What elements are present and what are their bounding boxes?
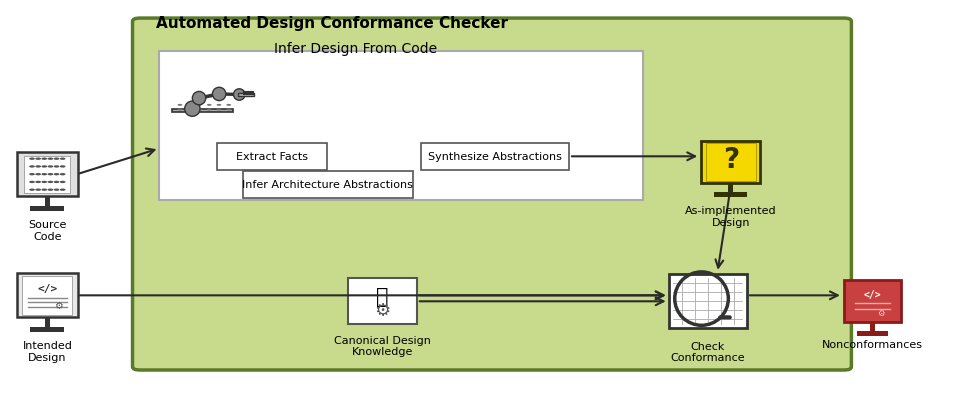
Circle shape <box>54 181 60 183</box>
FancyBboxPatch shape <box>348 278 417 324</box>
Text: ?: ? <box>723 146 739 174</box>
Text: ⚙: ⚙ <box>374 302 391 320</box>
Text: Source
Code: Source Code <box>28 220 66 242</box>
Text: Synthesize Abstractions: Synthesize Abstractions <box>428 152 562 162</box>
FancyBboxPatch shape <box>870 322 875 331</box>
Circle shape <box>60 173 65 175</box>
Ellipse shape <box>192 92 205 105</box>
FancyBboxPatch shape <box>172 109 232 112</box>
Circle shape <box>187 109 192 111</box>
FancyBboxPatch shape <box>420 143 569 170</box>
Circle shape <box>206 109 211 111</box>
Text: Nonconformances: Nonconformances <box>822 340 923 350</box>
Circle shape <box>197 104 202 106</box>
Circle shape <box>54 173 60 175</box>
Circle shape <box>36 188 41 191</box>
FancyBboxPatch shape <box>243 171 413 198</box>
Circle shape <box>41 181 47 183</box>
Circle shape <box>29 188 35 191</box>
Ellipse shape <box>184 101 200 116</box>
Circle shape <box>60 158 65 160</box>
FancyBboxPatch shape <box>159 51 643 200</box>
Circle shape <box>60 181 65 183</box>
Circle shape <box>36 165 41 168</box>
Ellipse shape <box>212 87 226 101</box>
Circle shape <box>48 181 53 183</box>
Text: ⚙: ⚙ <box>54 301 62 311</box>
Circle shape <box>187 104 192 106</box>
Circle shape <box>29 165 35 168</box>
FancyBboxPatch shape <box>16 274 78 317</box>
Text: Infer Design From Code: Infer Design From Code <box>275 42 438 56</box>
Circle shape <box>227 109 231 111</box>
Circle shape <box>217 104 222 106</box>
FancyBboxPatch shape <box>31 327 64 332</box>
Text: 🧠: 🧠 <box>376 287 389 307</box>
FancyBboxPatch shape <box>16 152 78 196</box>
Circle shape <box>54 158 60 160</box>
FancyBboxPatch shape <box>238 93 254 96</box>
FancyBboxPatch shape <box>45 196 50 206</box>
FancyBboxPatch shape <box>844 280 901 322</box>
Text: Check
Conformance: Check Conformance <box>670 342 745 363</box>
Circle shape <box>60 165 65 168</box>
FancyBboxPatch shape <box>701 142 760 183</box>
FancyBboxPatch shape <box>706 143 756 181</box>
Circle shape <box>217 109 222 111</box>
Circle shape <box>48 165 53 168</box>
Text: Canonical Design
Knowledge: Canonical Design Knowledge <box>334 336 431 357</box>
Circle shape <box>178 104 182 106</box>
Circle shape <box>36 181 41 183</box>
Circle shape <box>206 104 211 106</box>
FancyBboxPatch shape <box>45 317 50 327</box>
Text: ⚙: ⚙ <box>877 309 885 318</box>
FancyBboxPatch shape <box>849 282 897 320</box>
Circle shape <box>48 173 53 175</box>
Circle shape <box>178 109 182 111</box>
Circle shape <box>41 173 47 175</box>
Circle shape <box>41 188 47 191</box>
FancyBboxPatch shape <box>132 18 852 370</box>
Text: Automated Design Conformance Checker: Automated Design Conformance Checker <box>156 16 509 31</box>
Circle shape <box>227 104 231 106</box>
Circle shape <box>48 188 53 191</box>
Text: </>: </> <box>864 290 881 300</box>
Circle shape <box>54 188 60 191</box>
Circle shape <box>54 165 60 168</box>
FancyBboxPatch shape <box>714 192 747 197</box>
FancyBboxPatch shape <box>24 156 70 193</box>
Circle shape <box>41 158 47 160</box>
Circle shape <box>29 181 35 183</box>
Circle shape <box>29 158 35 160</box>
Ellipse shape <box>233 89 245 100</box>
Text: Extract Facts: Extract Facts <box>236 152 308 162</box>
FancyBboxPatch shape <box>729 183 733 192</box>
FancyBboxPatch shape <box>31 206 64 211</box>
Text: Infer Architecture Abstractions: Infer Architecture Abstractions <box>242 180 413 190</box>
Text: </>: </> <box>37 284 58 294</box>
Circle shape <box>36 173 41 175</box>
Text: Intended
Design: Intended Design <box>22 341 72 363</box>
Circle shape <box>197 109 202 111</box>
Circle shape <box>36 158 41 160</box>
Circle shape <box>41 165 47 168</box>
Circle shape <box>29 173 35 175</box>
FancyBboxPatch shape <box>217 143 326 170</box>
Circle shape <box>60 188 65 191</box>
FancyBboxPatch shape <box>22 276 72 315</box>
Circle shape <box>48 158 53 160</box>
Text: As-implemented
Design: As-implemented Design <box>685 206 777 228</box>
FancyBboxPatch shape <box>668 274 747 328</box>
FancyBboxPatch shape <box>856 331 888 336</box>
